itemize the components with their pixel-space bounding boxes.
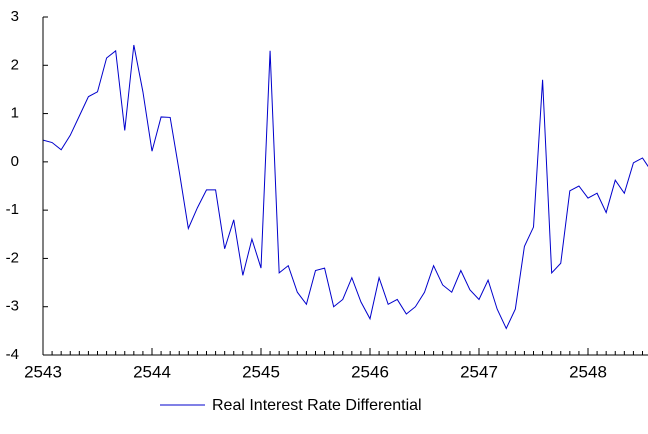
y-tick-label: 1	[11, 105, 19, 122]
y-tick-label: -4	[6, 346, 19, 363]
data-line	[43, 44, 648, 330]
x-tick-label: 2545	[242, 362, 280, 381]
y-tick-label: 2	[11, 56, 19, 73]
y-tick-label: 0	[11, 153, 19, 170]
x-tick-label: 2546	[351, 362, 389, 381]
x-tick-label: 2543	[24, 362, 62, 381]
y-tick-label: -2	[6, 249, 19, 266]
plot-area	[43, 44, 648, 330]
x-tick-label: 2544	[133, 362, 171, 381]
x-tick-label: 2547	[460, 362, 498, 381]
legend-label: Real Interest Rate Differential	[212, 397, 422, 414]
y-tick-label: -3	[6, 298, 19, 315]
y-tick-label: 3	[11, 8, 19, 25]
y-tick-label: -1	[6, 201, 19, 218]
x-tick-label: 2548	[569, 362, 607, 381]
